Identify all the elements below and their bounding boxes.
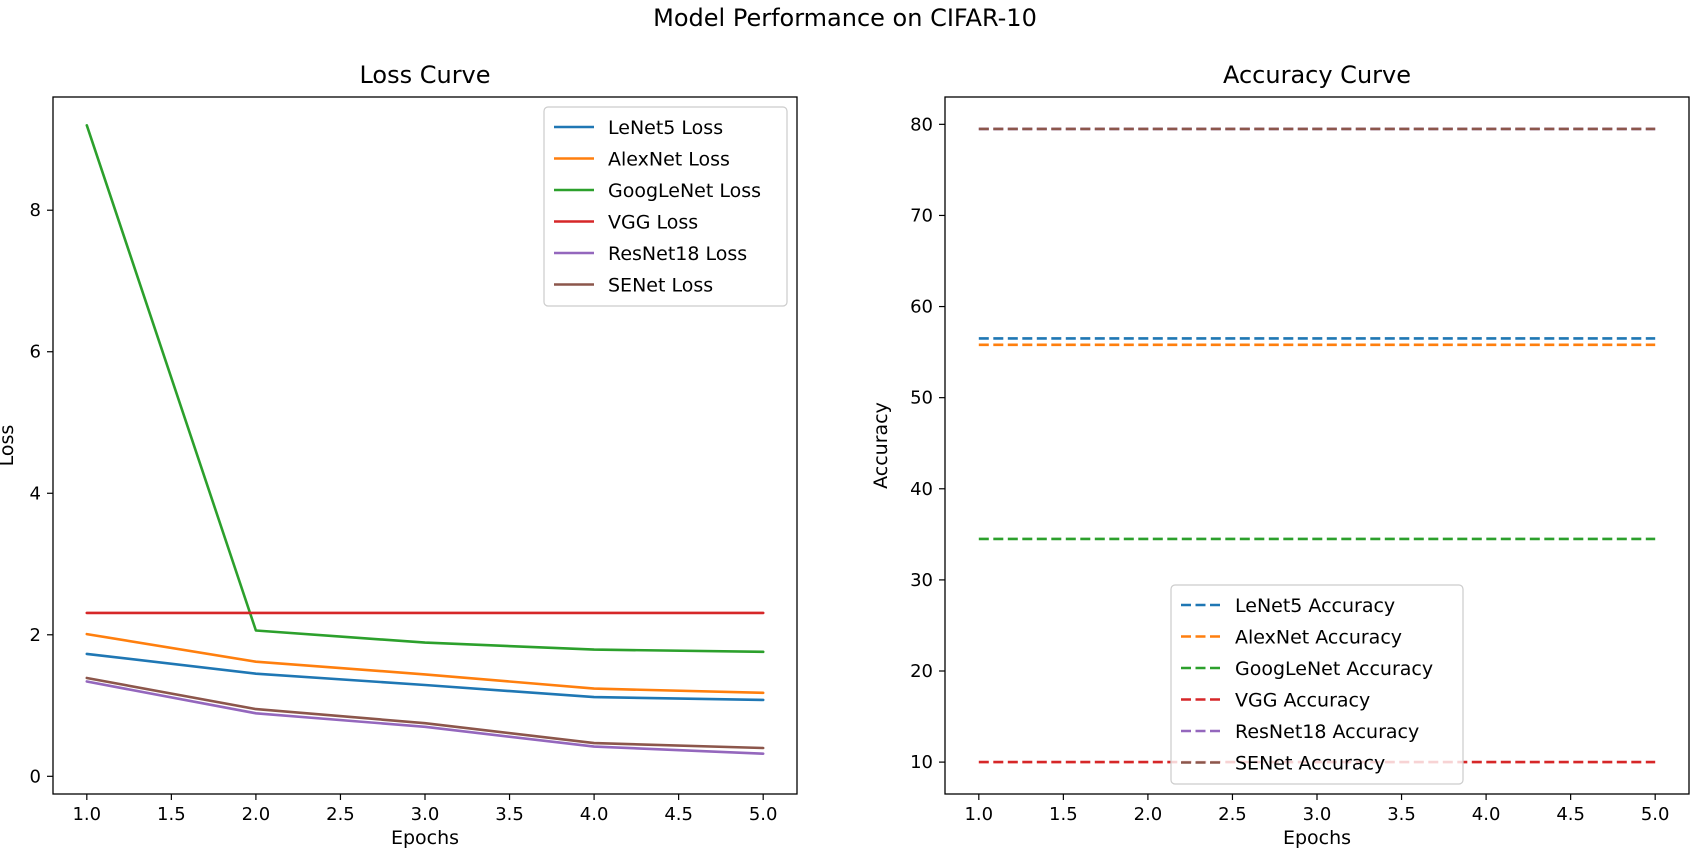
accuracy-legend-label: SENet Accuracy (1235, 753, 1385, 775)
accuracy-x-tick-label: 3.5 (1387, 804, 1416, 825)
loss-x-tick-label: 5.0 (749, 804, 778, 825)
accuracy-x-tick-label: 4.0 (1472, 804, 1501, 825)
loss-y-tick-label: 2 (30, 625, 41, 646)
loss-chart-title: Loss Curve (359, 61, 490, 89)
loss-y-axis-label: Loss (0, 425, 18, 467)
accuracy-x-axis-label: Epochs (1283, 827, 1351, 849)
loss-x-tick-label: 1.5 (157, 804, 186, 825)
accuracy-y-tick-label: 80 (910, 114, 933, 135)
loss-legend: LeNet5 Loss AlexNet Loss GoogLeNet Loss VGG… (543, 106, 788, 307)
loss-chart: Loss Curve 1.0 1.5 2.0 2.5 3.0 3.5 4.0 4.5 5.0 0 2 4… (0, 61, 798, 849)
accuracy-x-tick-label: 1.0 (964, 804, 993, 825)
loss-x-tick-label: 1.0 (72, 804, 101, 825)
accuracy-y-tick-label: 10 (910, 752, 933, 773)
loss-legend-label: VGG Loss (608, 212, 698, 234)
accuracy-y-tick-label: 50 (910, 388, 933, 409)
accuracy-legend-label: VGG Accuracy (1235, 690, 1370, 712)
accuracy-x-tick-label: 2.0 (1134, 804, 1163, 825)
accuracy-x-tick-label: 2.5 (1218, 804, 1247, 825)
loss-x-tick-label: 2.0 (242, 804, 271, 825)
accuracy-y-tick-label: 40 (910, 479, 933, 500)
accuracy-legend-label: AlexNet Accuracy (1235, 627, 1402, 649)
loss-y-tick-label: 0 (30, 766, 41, 787)
loss-legend-label: GoogLeNet Loss (608, 180, 761, 202)
accuracy-legend-label: ResNet18 Accuracy (1235, 721, 1419, 743)
accuracy-x-tick-label: 4.5 (1556, 804, 1585, 825)
loss-y-tick-label: 6 (30, 342, 41, 363)
loss-x-tick-label: 3.0 (411, 804, 440, 825)
loss-legend-label: ResNet18 Loss (608, 243, 747, 265)
accuracy-legend-label: GoogLeNet Accuracy (1235, 658, 1433, 680)
loss-legend-box (543, 106, 788, 307)
loss-x-tick-label: 4.5 (664, 804, 693, 825)
loss-y-tick-label: 4 (30, 483, 41, 504)
accuracy-y-tick-label: 20 (910, 661, 933, 682)
loss-series-line-googlenet-loss (85, 124, 765, 654)
loss-x-tick-label: 4.0 (580, 804, 609, 825)
accuracy-y-axis-label: Accuracy (870, 402, 892, 489)
accuracy-x-tick-label: 3.0 (1303, 804, 1332, 825)
loss-x-tick-label: 3.5 (495, 804, 524, 825)
accuracy-y-tick-label: 60 (910, 297, 933, 318)
accuracy-y-tick-label: 30 (910, 570, 933, 591)
loss-x-tick-label: 2.5 (326, 804, 355, 825)
accuracy-legend-box (1170, 584, 1464, 785)
accuracy-y-tick-label: 70 (910, 205, 933, 226)
loss-series-line-lenet5-loss (85, 652, 765, 702)
accuracy-chart-title: Accuracy Curve (1223, 61, 1411, 89)
loss-series-line-resnet18-loss (85, 680, 765, 756)
loss-series-line-alexnet-loss (85, 632, 765, 695)
loss-series-line-senet-loss (85, 676, 765, 750)
loss-legend-label: LeNet5 Loss (608, 117, 723, 139)
figure-suptitle: Model Performance on CIFAR-10 (653, 4, 1037, 32)
accuracy-legend: LeNet5 Accuracy AlexNet Accuracy GoogLeNet… (1170, 584, 1464, 785)
loss-legend-label: AlexNet Loss (608, 149, 730, 171)
accuracy-chart: Accuracy Curve 1.0 1.5 2.0 2.5 3.0 3.5 4.0 4.5 5.… (870, 61, 1690, 849)
loss-x-axis-label: Epochs (391, 827, 459, 849)
accuracy-legend-label: LeNet5 Accuracy (1235, 595, 1395, 617)
accuracy-x-tick-label: 1.5 (1049, 804, 1078, 825)
loss-y-tick-label: 8 (30, 200, 41, 221)
loss-legend-label: SENet Loss (608, 275, 713, 297)
accuracy-x-tick-label: 5.0 (1641, 804, 1670, 825)
